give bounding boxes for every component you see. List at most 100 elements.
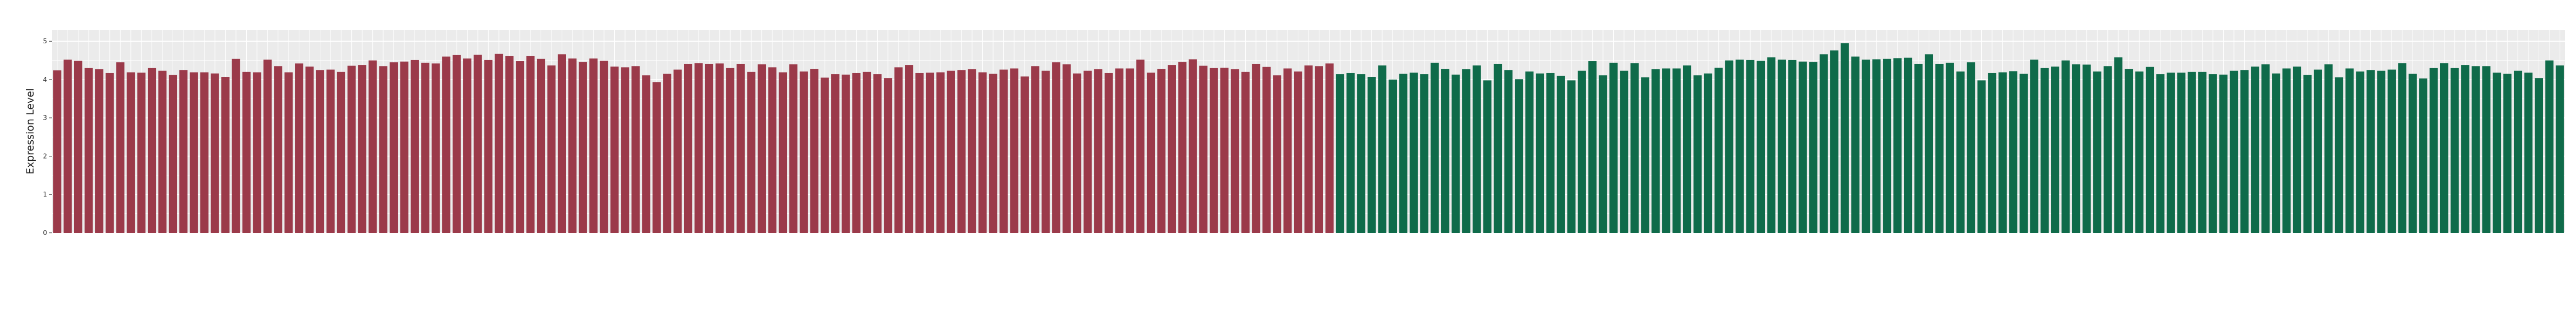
bar (1115, 68, 1123, 233)
bar (884, 78, 892, 233)
bar (600, 61, 608, 233)
bar (2187, 71, 2196, 233)
bar (947, 70, 955, 233)
bar (242, 71, 251, 233)
bar (1599, 75, 1607, 233)
bar (2272, 73, 2281, 233)
bar (168, 75, 178, 233)
bar (1220, 68, 1229, 233)
bar (431, 63, 440, 233)
bar (778, 72, 787, 233)
bar (2314, 69, 2322, 233)
bar (789, 64, 798, 233)
bar (705, 63, 714, 233)
bar (253, 72, 261, 233)
bar (1252, 63, 1260, 233)
bar (484, 60, 492, 233)
bar (737, 63, 745, 233)
bar (1924, 54, 1934, 233)
bar (957, 70, 966, 233)
bar (684, 63, 693, 233)
bar (53, 70, 62, 233)
bar (2493, 73, 2501, 233)
bar (579, 62, 587, 233)
bar (820, 77, 829, 233)
bar (1357, 74, 1365, 233)
bar (452, 55, 461, 233)
bar (2230, 70, 2238, 233)
bar (1094, 69, 1102, 233)
bar (2114, 57, 2122, 233)
bar (1693, 75, 1702, 233)
y-tick-label: 2 (43, 152, 47, 160)
bar (442, 56, 451, 233)
bar (2156, 74, 2165, 233)
bar (1515, 79, 1523, 233)
bar (1546, 73, 1555, 233)
bar (2545, 60, 2554, 233)
bar (2555, 65, 2564, 233)
bar (831, 74, 840, 233)
bar (1167, 65, 1176, 233)
bar (421, 62, 430, 233)
bar (400, 61, 409, 233)
bar (1746, 60, 1754, 233)
bar (410, 60, 419, 233)
bar (1451, 74, 1460, 233)
bar (2198, 71, 2207, 233)
bar (2030, 60, 2039, 233)
bar (1157, 69, 1166, 233)
bar (1083, 70, 1092, 233)
y-tick-label: 1 (43, 191, 47, 198)
bar (1020, 76, 1029, 233)
bar (2072, 64, 2081, 233)
bar (2335, 77, 2343, 233)
bar (1830, 50, 1839, 233)
bar (1178, 62, 1187, 233)
bar (1683, 65, 1692, 233)
bar (474, 54, 482, 233)
bar (925, 73, 935, 233)
bar (2513, 70, 2522, 233)
bar (2408, 74, 2417, 233)
bar (1567, 80, 1576, 233)
bar (1956, 71, 1965, 233)
bar (1872, 59, 1881, 233)
bar (316, 70, 325, 233)
bar (863, 71, 871, 233)
bar (536, 58, 546, 233)
bar (547, 65, 556, 233)
bar (1010, 68, 1018, 233)
bar (263, 60, 272, 233)
bar (978, 72, 987, 233)
bar (2398, 63, 2407, 233)
bar (799, 71, 808, 233)
bar (2303, 75, 2312, 233)
bar (1293, 71, 1303, 233)
bar (63, 60, 72, 233)
bar (1346, 73, 1355, 233)
bar (84, 68, 93, 233)
bar (1672, 68, 1681, 233)
bar (1273, 75, 1282, 233)
bar (1241, 71, 1250, 233)
bar (2093, 71, 2101, 233)
bar (148, 68, 156, 233)
bar (1756, 61, 1765, 233)
bar (873, 74, 882, 233)
bar (1851, 56, 1859, 233)
bar (1105, 73, 1113, 233)
bar (1819, 54, 1828, 233)
bar (116, 62, 124, 233)
y-tick-label: 0 (43, 229, 47, 237)
bar (1188, 59, 1197, 233)
bar (1368, 77, 1376, 233)
y-tick-label: 5 (43, 37, 47, 45)
bar (1903, 57, 1913, 233)
bar (936, 72, 945, 233)
bar (768, 67, 777, 233)
bar (2009, 71, 2018, 233)
bar (968, 69, 976, 233)
bar (2429, 68, 2438, 233)
